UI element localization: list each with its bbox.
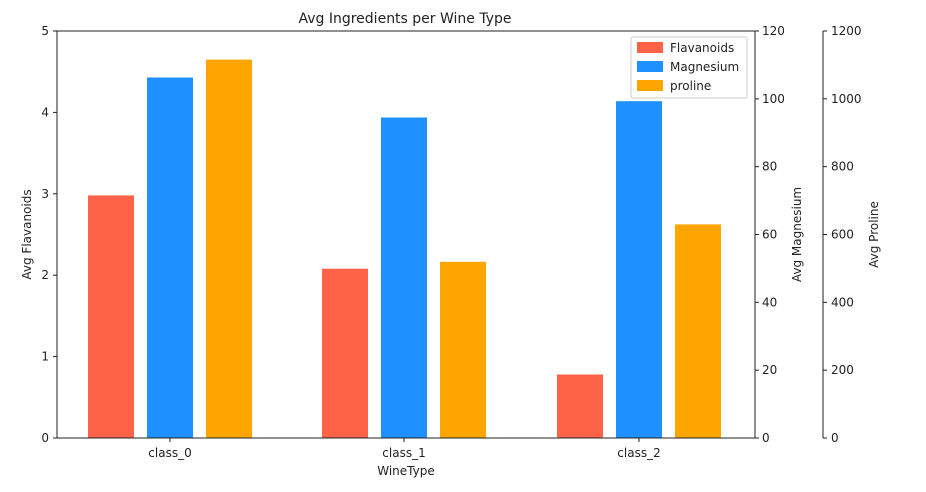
- legend-swatch-flavanoids: [637, 42, 663, 53]
- proline-axis: 0 200 400 600 800 1000 1200: [822, 24, 862, 445]
- x-axis: class_0 class_1 class_2: [148, 438, 661, 460]
- bar-magnesium-class_2: [616, 101, 662, 438]
- bar-proline-class_1: [440, 261, 486, 438]
- magnesium-tick-label: 20: [762, 363, 777, 377]
- left-tick-label: 3: [41, 187, 49, 201]
- magnesium-tick-label: 100: [762, 92, 785, 106]
- legend-swatch-magnesium: [637, 61, 663, 72]
- bars-layer: [88, 59, 721, 438]
- proline-tick-label: 400: [831, 295, 854, 309]
- magnesium-tick-label: 40: [762, 295, 777, 309]
- left-axis-label: Avg Flavanoids: [20, 189, 34, 279]
- proline-tick-label: 1000: [831, 92, 862, 106]
- bar-proline-class_2: [675, 224, 721, 438]
- bar-magnesium-class_0: [147, 77, 193, 438]
- left-tick-label: 5: [41, 24, 49, 38]
- legend: Flavanoids Magnesium proline: [630, 36, 748, 99]
- left-tick-label: 0: [41, 431, 49, 445]
- magnesium-tick-label: 80: [762, 160, 777, 174]
- magnesium-tick-label: 0: [762, 431, 770, 445]
- x-tick-label: class_2: [617, 446, 660, 460]
- x-axis-label: WineType: [377, 464, 435, 478]
- bar-flavanoids-class_1: [322, 268, 368, 438]
- chart-title: Avg Ingredients per Wine Type: [298, 11, 511, 27]
- left-axis: 0 1 2 3 4 5: [41, 24, 57, 445]
- bar-proline-class_0: [206, 59, 252, 438]
- magnesium-axis-label: Avg Magnesium: [790, 187, 804, 282]
- proline-tick-label: 0: [831, 431, 839, 445]
- legend-label-proline: proline: [670, 79, 711, 93]
- legend-swatch-proline: [637, 80, 663, 91]
- bar-magnesium-class_1: [381, 117, 427, 438]
- magnesium-tick-label: 60: [762, 228, 777, 242]
- left-tick-label: 1: [41, 350, 49, 364]
- legend-label-magnesium: Magnesium: [670, 60, 739, 74]
- proline-tick-label: 600: [831, 228, 854, 242]
- x-tick-label: class_1: [382, 446, 425, 460]
- x-tick-label: class_0: [148, 446, 191, 460]
- proline-axis-label: Avg Proline: [867, 201, 881, 268]
- left-tick-label: 4: [41, 105, 49, 119]
- magnesium-axis: 0 20 40 60 80 100 120: [755, 24, 785, 445]
- proline-tick-label: 800: [831, 160, 854, 174]
- proline-tick-label: 1200: [831, 24, 862, 38]
- bar-flavanoids-class_0: [88, 195, 134, 438]
- bar-flavanoids-class_2: [557, 374, 603, 438]
- magnesium-tick-label: 120: [762, 24, 785, 38]
- proline-tick-label: 200: [831, 363, 854, 377]
- left-tick-label: 2: [41, 268, 49, 282]
- legend-label-flavanoids: Flavanoids: [670, 41, 734, 55]
- legend-items: Flavanoids Magnesium proline: [637, 41, 739, 93]
